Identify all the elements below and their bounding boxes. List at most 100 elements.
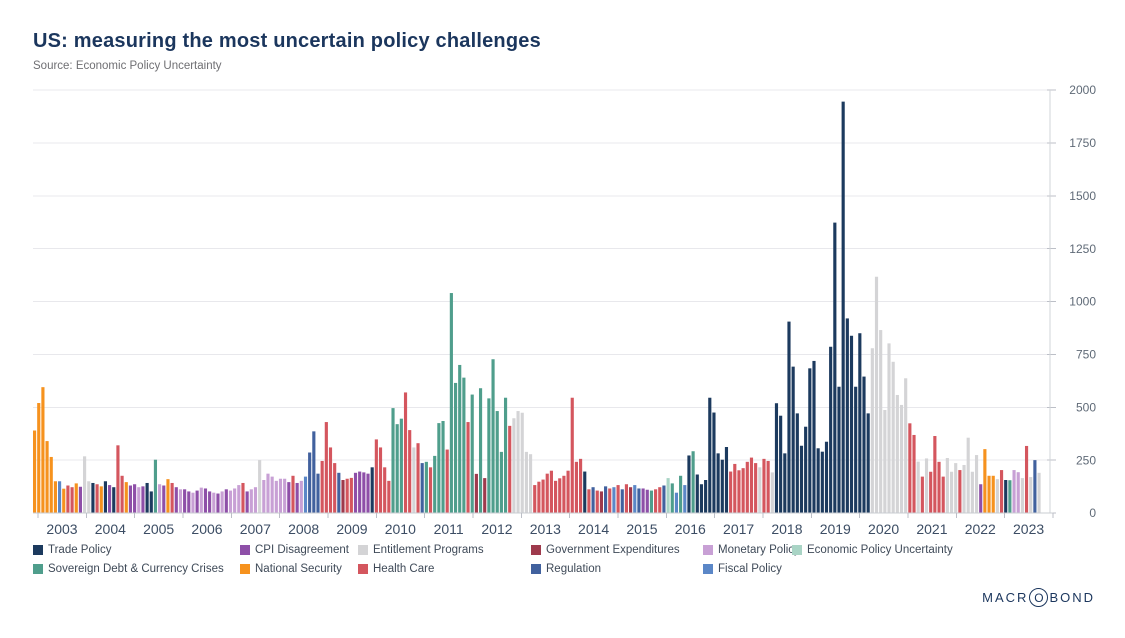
bar-2017-10 xyxy=(770,472,774,513)
bar-2004-02 xyxy=(87,481,91,513)
bar-2010-05 xyxy=(399,418,403,513)
bar-2014-06 xyxy=(604,486,608,513)
bar-2008-11 xyxy=(324,422,328,513)
bar-2019-11 xyxy=(874,276,879,513)
bar-2021-06 xyxy=(954,463,958,513)
bar-2021-09 xyxy=(966,437,970,513)
bar-2014-01 xyxy=(583,471,587,513)
legend-label: Monetary Policy xyxy=(718,544,800,556)
bar-2004-04 xyxy=(95,484,99,513)
bar-2007-08 xyxy=(262,480,266,513)
bar-2008-08 xyxy=(312,431,316,513)
bar-2022-05 xyxy=(999,470,1004,513)
bar-2021-05 xyxy=(949,471,954,513)
bar-2004-08 xyxy=(112,487,116,513)
bar-2003-12 xyxy=(78,486,82,513)
bar-2013-06 xyxy=(554,480,558,513)
bar-2011-04 xyxy=(445,449,449,513)
y-axis-label: 1750 xyxy=(1069,136,1096,150)
bar-2014-09 xyxy=(616,485,620,513)
bar-2006-07 xyxy=(208,491,212,513)
bar-2022-06 xyxy=(1004,480,1008,513)
legend-swatch xyxy=(240,545,250,555)
bar-2017-06 xyxy=(754,463,758,513)
bar-2018-07 xyxy=(808,368,812,513)
legend-swatch xyxy=(358,545,368,555)
macrobond-logo: MACR O BOND xyxy=(982,588,1095,607)
bar-2005-04 xyxy=(145,482,149,513)
bar-2014-12 xyxy=(629,487,633,513)
bar-2010-09 xyxy=(416,443,420,513)
bar-2022-11 xyxy=(1024,445,1029,513)
bar-2013-10 xyxy=(570,397,574,513)
bar-2011-08 xyxy=(462,377,466,513)
bar-2018-12 xyxy=(829,346,833,513)
bar-2019-06 xyxy=(854,386,858,513)
bar-2010-04 xyxy=(395,424,399,513)
legend-item-regulation: Regulation xyxy=(531,563,601,575)
bar-2007-06 xyxy=(253,487,258,513)
x-axis-year-label: 2017 xyxy=(723,521,754,537)
bar-2009-12 xyxy=(378,447,383,513)
bar-2010-12 xyxy=(428,467,433,513)
bar-2021-12 xyxy=(979,484,983,513)
bar-2019-03 xyxy=(841,101,845,513)
legend-label: Sovereign Debt & Currency Crises xyxy=(48,563,224,575)
bar-2011-02 xyxy=(437,423,441,513)
bar-2006-01 xyxy=(183,489,187,513)
bar-2017-03 xyxy=(741,468,745,513)
bar-2013-08 xyxy=(562,475,566,513)
legend-item-trade-policy: Trade Policy xyxy=(33,544,112,556)
bar-2014-05 xyxy=(599,491,603,513)
legend-swatch xyxy=(33,545,43,555)
bar-2012-08 xyxy=(512,418,516,513)
bar-2020-08 xyxy=(912,434,916,513)
bar-2015-11 xyxy=(674,492,679,513)
legend-swatch xyxy=(33,564,43,574)
bar-2018-05 xyxy=(799,445,804,513)
y-axis-label: 2000 xyxy=(1069,83,1096,97)
bar-2017-11 xyxy=(774,403,779,513)
bar-2003-05 xyxy=(49,456,53,513)
bar-2019-12 xyxy=(879,330,883,513)
bar-2006-08 xyxy=(212,492,216,513)
bar-2018-08 xyxy=(812,360,816,513)
bar-2016-10 xyxy=(720,459,724,513)
bar-2020-03 xyxy=(891,361,895,513)
bar-2018-11 xyxy=(824,441,829,513)
bar-2012-06 xyxy=(503,397,508,513)
legend-item-entitlement-programs: Entitlement Programs xyxy=(358,544,484,556)
bar-2016-09 xyxy=(716,453,720,513)
bar-2012-10 xyxy=(520,412,524,513)
bar-2021-10 xyxy=(970,471,974,513)
legend-item-economic-policy-uncertainty: Economic Policy Uncertainty xyxy=(792,544,953,556)
legend-swatch xyxy=(358,564,368,574)
bar-2015-07 xyxy=(658,487,662,513)
bar-2011-11 xyxy=(474,473,478,513)
logo-text-post: BOND xyxy=(1049,590,1095,605)
x-axis-year-label: 2011 xyxy=(434,521,464,537)
bar-2022-04 xyxy=(995,479,999,513)
bar-2007-11 xyxy=(274,480,278,513)
bar-2017-01 xyxy=(733,463,737,513)
bar-2019-04 xyxy=(845,318,849,513)
bar-2005-05 xyxy=(149,491,153,513)
bar-2016-02 xyxy=(687,455,691,513)
bar-2014-03 xyxy=(591,487,595,513)
bar-2019-08 xyxy=(862,376,866,513)
y-axis-label: 500 xyxy=(1076,400,1096,414)
bar-2012-07 xyxy=(508,425,512,513)
bar-2022-09 xyxy=(1016,472,1020,513)
legend-swatch xyxy=(240,564,250,574)
bar-2009-01 xyxy=(333,463,337,513)
bar-2008-09 xyxy=(316,473,320,513)
bar-2020-05 xyxy=(899,404,904,513)
legend-label: Entitlement Programs xyxy=(373,544,484,556)
bar-2012-12 xyxy=(528,454,533,513)
bar-2007-09 xyxy=(266,473,270,513)
bar-2022-01 xyxy=(983,449,987,513)
bar-2004-11 xyxy=(124,482,128,513)
bar-2003-11 xyxy=(74,483,78,513)
bar-2014-11 xyxy=(624,484,629,513)
bar-2018-10 xyxy=(820,451,824,513)
